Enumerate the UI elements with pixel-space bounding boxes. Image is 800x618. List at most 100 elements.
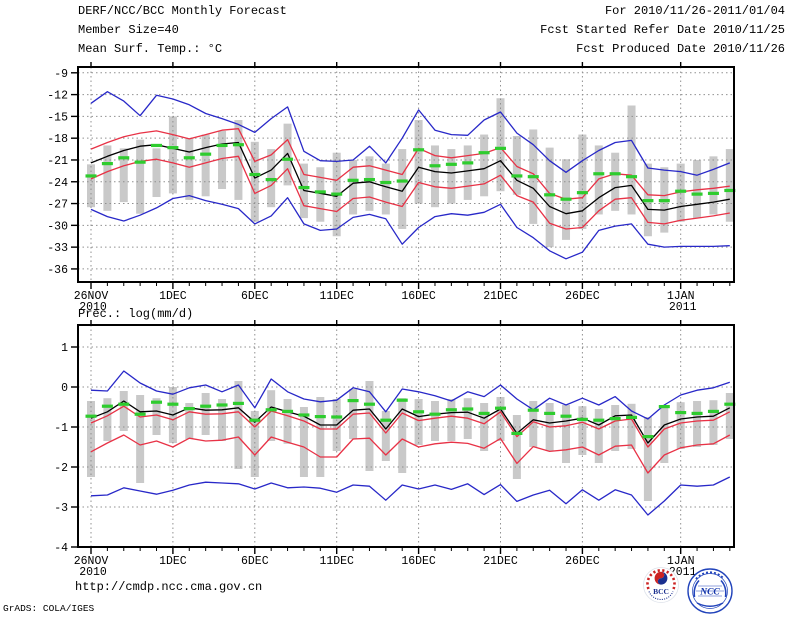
- obs-dash: [101, 404, 113, 408]
- x-tick-label: 26DEC: [565, 290, 600, 303]
- fcst-produced-label: Fcst Produced Date 2010/11/26: [576, 42, 785, 56]
- spread-bar: [512, 136, 521, 195]
- obs-dash: [298, 413, 310, 417]
- obs-dash: [380, 180, 392, 185]
- x-year-label: 2010: [79, 301, 107, 314]
- spread-bar: [398, 149, 407, 229]
- spread-bar: [349, 159, 358, 215]
- spread-bar: [430, 401, 439, 441]
- obs-dash: [134, 160, 146, 164]
- ncc-logo-icon: NCC: [687, 568, 733, 614]
- ensemble-mean-line: [90, 141, 730, 215]
- obs-dash: [593, 418, 605, 422]
- plot-frame: [77, 324, 735, 548]
- y-tick-label: -4: [54, 542, 68, 555]
- obs-dash: [151, 143, 163, 148]
- obs-dash: [232, 143, 244, 147]
- spread-bar: [463, 145, 472, 200]
- spread-bar: [152, 398, 161, 435]
- spread-bar: [381, 411, 390, 461]
- obs-dash: [511, 174, 523, 178]
- obs-dash: [462, 161, 474, 165]
- y-tick-label: -24: [47, 177, 68, 190]
- obs-dash: [445, 408, 457, 412]
- obs-dash: [626, 175, 638, 179]
- spread-bar: [414, 399, 423, 445]
- spread-bar: [119, 391, 128, 431]
- obs-dash: [495, 406, 506, 410]
- y-tick-label: -27: [47, 199, 68, 212]
- obs-dash: [118, 156, 130, 160]
- x-tick-label: 16DEC: [401, 290, 436, 303]
- precipitation-panel: 1 0 -1 -2 -3 -4 26NOV 1DEC 6DEC 11DEC 16DEC 21DEC 26…: [54, 320, 736, 579]
- obs-dash: [118, 402, 130, 406]
- prec-panel-title: Prec.: log(mm/d): [78, 307, 194, 321]
- y-tick-label: -1: [54, 422, 68, 435]
- spread-bar: [496, 397, 505, 441]
- spread-bar: [447, 149, 456, 204]
- spread-bar: [136, 139, 145, 214]
- spread-bar: [234, 120, 243, 200]
- spread-bar: [430, 145, 439, 208]
- obs-dash: [151, 400, 163, 404]
- obs-dash: [314, 190, 326, 194]
- obs-dash: [544, 193, 556, 197]
- x-tick-label: 6DEC: [241, 555, 269, 568]
- obs-dash: [560, 414, 572, 418]
- obs-dash: [462, 407, 474, 411]
- x-tick-label: 11DEC: [319, 555, 354, 568]
- y-tick-label: -15: [47, 111, 68, 124]
- spread-bar: [594, 145, 603, 215]
- obs-dash: [134, 412, 146, 416]
- obs-dash: [85, 174, 97, 178]
- obs-dash: [593, 172, 605, 176]
- y-tick-label: -9: [54, 68, 68, 81]
- spread-bar: [709, 156, 718, 215]
- obs-dash: [363, 177, 375, 182]
- spread-bar: [234, 381, 243, 469]
- obs-dash: [413, 410, 425, 414]
- spread-bar: [152, 148, 161, 198]
- obs-dash: [347, 399, 359, 403]
- spread-bar: [709, 400, 718, 445]
- spread-bar: [611, 152, 620, 211]
- spread-bar: [136, 395, 145, 483]
- y-tick-label: 1: [61, 342, 68, 355]
- x-tick-label: 6DEC: [241, 290, 269, 303]
- spread-bar: [512, 415, 521, 479]
- obs-dash: [527, 175, 539, 179]
- x-year-label: 2010: [79, 566, 107, 579]
- obs-dash: [675, 411, 687, 415]
- x-tick-label: 1DEC: [159, 555, 187, 568]
- obs-dash: [396, 179, 408, 183]
- spread-bar: [447, 399, 456, 441]
- spread-bar: [201, 134, 210, 197]
- obs-dash: [101, 162, 113, 166]
- spread-bar: [660, 407, 669, 463]
- lower-quartile-line: [90, 155, 730, 230]
- forecast-period-label: For 2010/11/26-2011/01/04: [604, 4, 785, 18]
- obs-dash: [249, 172, 261, 177]
- obs-dash: [626, 415, 638, 419]
- obs-dash: [363, 402, 375, 406]
- spread-bar: [87, 164, 95, 208]
- x-tick-label: 26DEC: [565, 555, 600, 568]
- obs-dash: [232, 401, 244, 405]
- spread-bar: [283, 399, 292, 444]
- plot-frame: [77, 66, 735, 283]
- obs-dash: [576, 191, 588, 195]
- obs-dash: [167, 146, 179, 150]
- spread-bar: [676, 402, 685, 449]
- x-tick-label: 26NOV: [74, 290, 109, 303]
- spread-bar: [119, 148, 128, 203]
- obs-dash: [200, 152, 212, 156]
- obs-dash: [429, 412, 441, 416]
- spread-bar: [381, 163, 390, 215]
- obs-dash: [249, 418, 261, 422]
- x-tick-label: 21DEC: [483, 555, 518, 568]
- y-tick-label: -36: [47, 264, 68, 277]
- spread-bar: [480, 134, 489, 197]
- obs-dash: [658, 405, 670, 409]
- spread-bar: [693, 401, 702, 447]
